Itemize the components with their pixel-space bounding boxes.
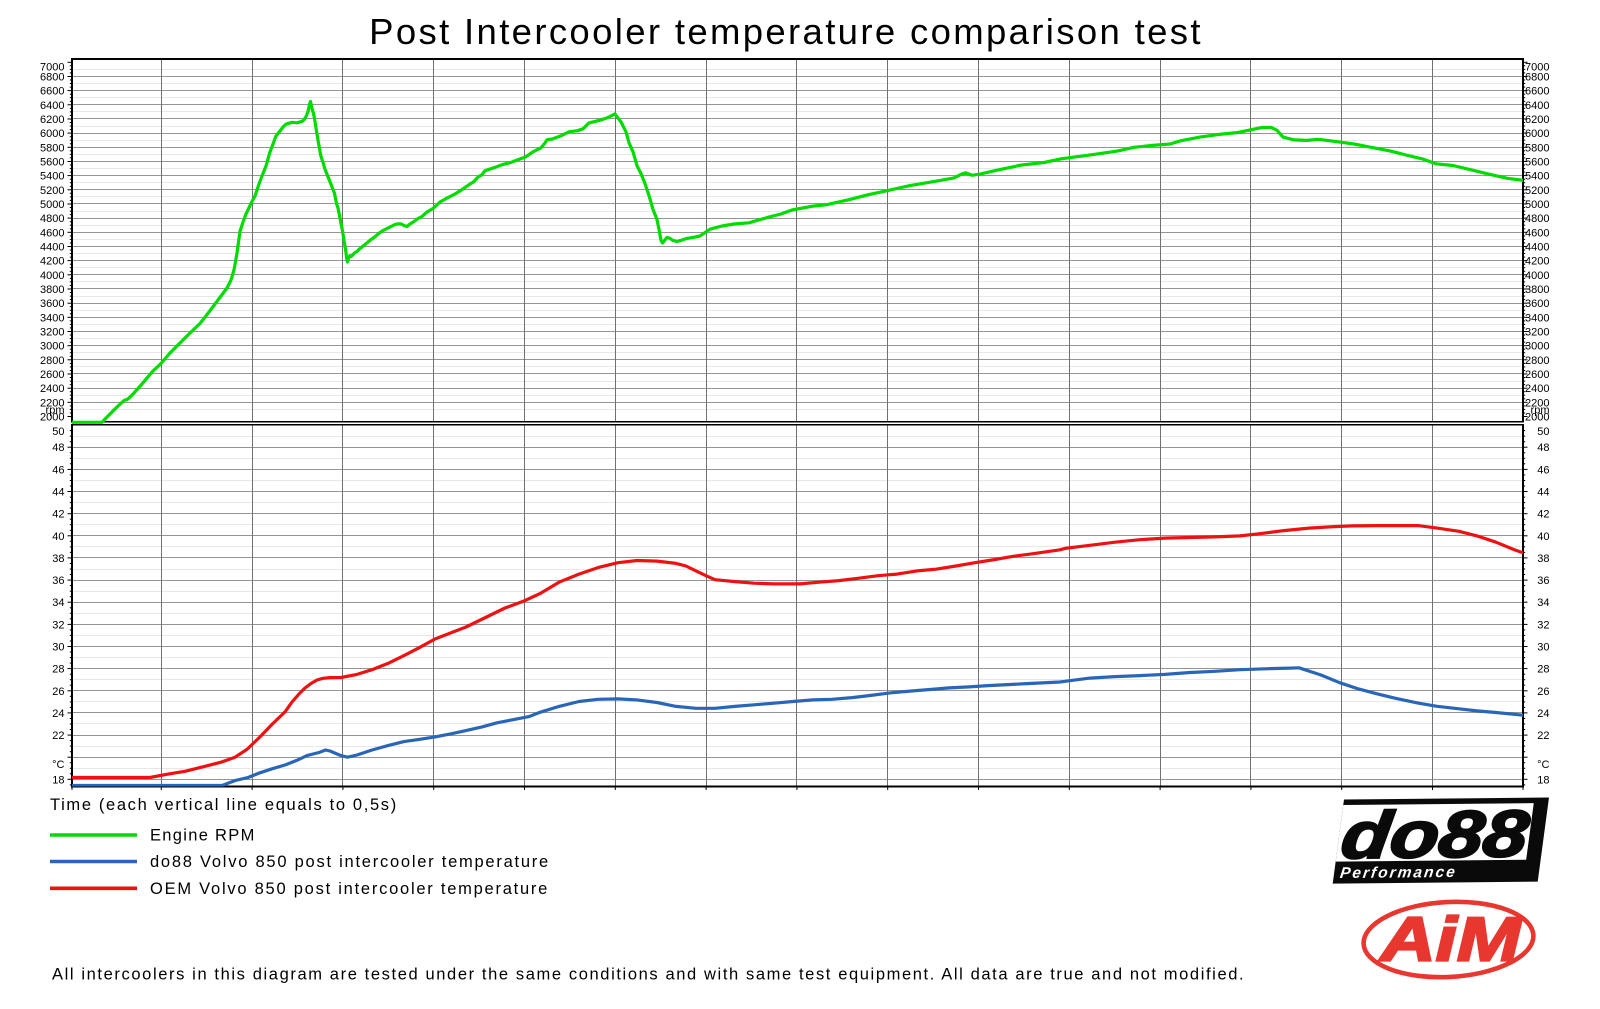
svg-text:5000: 5000 — [1525, 199, 1549, 211]
svg-text:44: 44 — [52, 487, 64, 499]
svg-text:28: 28 — [52, 664, 64, 676]
svg-text:2000: 2000 — [40, 412, 64, 424]
svg-text:22: 22 — [52, 730, 64, 742]
svg-text:4400: 4400 — [40, 242, 64, 254]
svg-text:4400: 4400 — [1525, 242, 1549, 254]
svg-text:°C: °C — [52, 759, 64, 771]
svg-text:6600: 6600 — [1525, 86, 1549, 98]
svg-text:6200: 6200 — [40, 114, 64, 126]
svg-text:36: 36 — [52, 575, 64, 587]
svg-text:34: 34 — [1537, 597, 1549, 609]
svg-text:48: 48 — [1537, 442, 1549, 454]
svg-text:4600: 4600 — [1525, 227, 1549, 239]
svg-text:6400: 6400 — [1525, 100, 1549, 112]
svg-text:4200: 4200 — [1525, 256, 1549, 268]
svg-text:do88: do88 — [1337, 797, 1533, 873]
svg-text:40: 40 — [52, 531, 64, 543]
svg-text:7000: 7000 — [40, 62, 64, 74]
svg-text:rpm: rpm — [1531, 405, 1550, 417]
svg-text:3600: 3600 — [40, 298, 64, 310]
svg-text:5400: 5400 — [1525, 171, 1549, 183]
svg-text:46: 46 — [52, 464, 64, 476]
svg-text:5200: 5200 — [40, 185, 64, 197]
svg-text:36: 36 — [1537, 575, 1549, 587]
svg-text:5600: 5600 — [1525, 157, 1549, 169]
svg-text:38: 38 — [1537, 553, 1549, 565]
svg-text:6200: 6200 — [1525, 114, 1549, 126]
svg-text:OEM Volvo 850 post intercooler: OEM Volvo 850 post intercooler temperatu… — [150, 880, 549, 898]
svg-text:3400: 3400 — [40, 312, 64, 324]
svg-text:34: 34 — [52, 597, 64, 609]
svg-text:5600: 5600 — [40, 157, 64, 169]
svg-text:7000: 7000 — [1525, 62, 1549, 74]
svg-text:5800: 5800 — [1525, 142, 1549, 154]
svg-text:Post Intercooler temperature c: Post Intercooler temperature comparison … — [369, 11, 1203, 52]
svg-text:24: 24 — [52, 708, 64, 720]
svg-text:2400: 2400 — [1525, 383, 1549, 395]
svg-text:6000: 6000 — [1525, 128, 1549, 140]
svg-text:4000: 4000 — [1525, 270, 1549, 282]
svg-text:2800: 2800 — [1525, 355, 1549, 367]
svg-text:4800: 4800 — [40, 213, 64, 225]
svg-text:5000: 5000 — [40, 199, 64, 211]
svg-text:3800: 3800 — [40, 284, 64, 296]
svg-text:48: 48 — [52, 442, 64, 454]
svg-text:3200: 3200 — [40, 327, 64, 339]
svg-text:32: 32 — [1537, 619, 1549, 631]
svg-text:26: 26 — [1537, 686, 1549, 698]
svg-text:5200: 5200 — [1525, 185, 1549, 197]
svg-text:2800: 2800 — [40, 355, 64, 367]
svg-text:Engine RPM: Engine RPM — [150, 827, 256, 845]
svg-text:All intercoolers in this diagr: All intercoolers in this diagram are tes… — [52, 966, 1245, 984]
svg-text:4200: 4200 — [40, 256, 64, 268]
svg-text:4000: 4000 — [40, 270, 64, 282]
svg-text:38: 38 — [52, 553, 64, 565]
svg-text:6400: 6400 — [40, 100, 64, 112]
svg-text:24: 24 — [1537, 708, 1549, 720]
svg-text:30: 30 — [52, 642, 64, 654]
svg-text:50: 50 — [1537, 426, 1549, 438]
svg-text:3000: 3000 — [40, 341, 64, 353]
svg-text:4600: 4600 — [40, 227, 64, 239]
svg-text:42: 42 — [52, 509, 64, 521]
svg-text:3800: 3800 — [1525, 284, 1549, 296]
svg-text:AiM: AiM — [1378, 906, 1522, 975]
svg-text:3600: 3600 — [1525, 298, 1549, 310]
svg-text:42: 42 — [1537, 509, 1549, 521]
svg-text:2200: 2200 — [40, 397, 64, 409]
svg-text:2000: 2000 — [1525, 412, 1549, 424]
svg-text:40: 40 — [1537, 531, 1549, 543]
svg-text:28: 28 — [1537, 664, 1549, 676]
svg-text:do88 Volvo 850 post intercoole: do88 Volvo 850 post intercooler temperat… — [150, 853, 550, 871]
svg-text:30: 30 — [1537, 642, 1549, 654]
svg-text:32: 32 — [52, 619, 64, 631]
svg-text:18: 18 — [52, 774, 64, 786]
svg-text:44: 44 — [1537, 487, 1549, 499]
svg-text:°C: °C — [1537, 759, 1549, 771]
svg-text:Time (each vertical line equal: Time (each vertical line equals to 0,5s) — [50, 796, 398, 814]
svg-text:4800: 4800 — [1525, 213, 1549, 225]
svg-text:rpm: rpm — [46, 405, 65, 417]
svg-text:50: 50 — [52, 426, 64, 438]
svg-text:Performance: Performance — [1339, 864, 1458, 882]
svg-text:5400: 5400 — [40, 171, 64, 183]
svg-text:3000: 3000 — [1525, 341, 1549, 353]
svg-text:22: 22 — [1537, 730, 1549, 742]
svg-text:5800: 5800 — [40, 142, 64, 154]
svg-text:6000: 6000 — [40, 128, 64, 140]
svg-text:2400: 2400 — [40, 383, 64, 395]
svg-text:46: 46 — [1537, 464, 1549, 476]
svg-text:6800: 6800 — [40, 72, 64, 84]
svg-text:26: 26 — [52, 686, 64, 698]
svg-text:3400: 3400 — [1525, 312, 1549, 324]
svg-text:3200: 3200 — [1525, 327, 1549, 339]
svg-text:2200: 2200 — [1525, 397, 1549, 409]
svg-text:6800: 6800 — [1525, 72, 1549, 84]
svg-text:18: 18 — [1537, 774, 1549, 786]
svg-text:2600: 2600 — [40, 369, 64, 381]
svg-text:6600: 6600 — [40, 86, 64, 98]
svg-text:2600: 2600 — [1525, 369, 1549, 381]
